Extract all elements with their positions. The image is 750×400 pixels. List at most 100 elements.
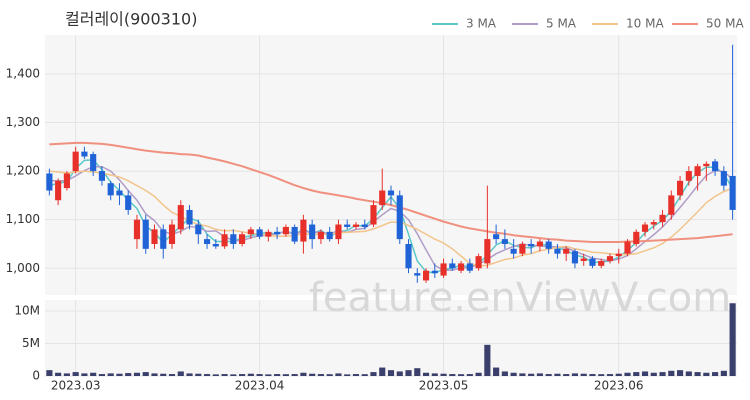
volume-bar (458, 374, 465, 376)
candle-body (510, 248, 517, 254)
x-tick-label: 2023.06 (594, 379, 644, 393)
candle-body (247, 229, 254, 235)
volume-bar (230, 374, 237, 376)
candle-body (344, 224, 351, 227)
candle-body (300, 219, 307, 242)
watermark: feature.enViewV.com (309, 275, 731, 321)
volume-bar (90, 372, 97, 376)
volume-bar (317, 374, 324, 376)
y-tick-label: 1,100 (6, 212, 40, 226)
candle-body (63, 173, 70, 189)
candle-body (221, 234, 228, 247)
volume-bar (729, 303, 736, 376)
volume-bar (694, 372, 701, 376)
candle-body (212, 243, 219, 247)
volume-bar (282, 374, 289, 376)
candle-body (195, 224, 202, 235)
candle-body (554, 248, 561, 254)
candle-body (458, 263, 465, 271)
y-tick-label: 10M (14, 304, 40, 318)
candle-body (186, 209, 193, 225)
volume-bar (63, 373, 70, 376)
candle-body (589, 258, 596, 266)
candle-body (361, 224, 368, 227)
candle-body (563, 248, 570, 254)
candle-body (466, 263, 473, 271)
y-tick-label: 1,400 (6, 66, 40, 80)
volume-bar (265, 374, 272, 376)
candle-body (274, 231, 281, 235)
volume-bar (46, 370, 53, 376)
candle-body (46, 173, 53, 191)
candle-body (545, 241, 552, 249)
candle-body (116, 190, 123, 196)
volume-bar (501, 371, 508, 376)
candle-body (326, 231, 333, 240)
candle-body (379, 190, 386, 206)
candle-body (160, 229, 167, 249)
candle-body (72, 151, 79, 172)
candle-body (387, 190, 395, 196)
volume-bar (125, 373, 132, 376)
legend-label: 10 MA (626, 17, 664, 31)
candle-body (107, 183, 114, 196)
volume-bar (475, 372, 482, 376)
volume-bar (571, 373, 579, 376)
volume-bar (422, 372, 430, 376)
candle-body (81, 151, 88, 157)
volume-bar (414, 368, 421, 376)
candle-body (685, 171, 692, 181)
candle-body (168, 224, 176, 244)
candle-body (712, 161, 719, 172)
candle-body (90, 154, 97, 172)
candle-body (265, 231, 272, 237)
volume-bar (668, 370, 675, 376)
candle-body (282, 226, 289, 235)
candle-body (571, 251, 579, 264)
volume-pane (45, 300, 737, 376)
y-tick-label: 5M (22, 336, 40, 350)
candle-body (641, 224, 649, 232)
legend-label: 50 MA (706, 17, 744, 31)
volume-bar (81, 373, 88, 376)
candle-body (177, 205, 184, 230)
candle-body (151, 229, 158, 244)
volume-bar (221, 374, 228, 376)
volume-bar (536, 373, 543, 376)
y-tick-label: 1,200 (6, 164, 40, 178)
candle-body (676, 180, 684, 196)
volume-bar (212, 374, 219, 376)
volume-bar (589, 374, 596, 376)
candle-body (720, 171, 727, 186)
candle-body (703, 163, 710, 167)
volume-bar (274, 374, 281, 376)
volume-bar (554, 373, 561, 376)
volume-bar (484, 344, 491, 376)
legend-label: 5 MA (546, 17, 577, 31)
volume-bar (186, 373, 193, 376)
candle-body (431, 270, 438, 274)
candle-body (606, 256, 614, 261)
volume-bar (352, 374, 360, 376)
candle-body (729, 175, 736, 210)
volume-bar (712, 372, 719, 376)
volume-bar (493, 367, 500, 376)
candle-body (405, 243, 412, 269)
volume-bar (344, 374, 351, 376)
candle-body (370, 205, 377, 225)
candle-body (668, 195, 675, 215)
candle-body (203, 239, 211, 244)
volume-bar (98, 374, 106, 376)
y-tick-label: 1,300 (6, 115, 40, 129)
candle-body (125, 195, 132, 210)
y-tick-label: 1,000 (6, 261, 40, 275)
volume-bar (107, 373, 114, 376)
price-pane (45, 35, 737, 295)
candle-body (239, 234, 246, 244)
volume-bar (116, 373, 123, 376)
chart-title: 컬러레이(900310) (65, 10, 197, 29)
candle-body (309, 224, 316, 240)
volume-bar (563, 374, 570, 376)
volume-bar (379, 367, 386, 376)
volume-bar (168, 374, 176, 376)
